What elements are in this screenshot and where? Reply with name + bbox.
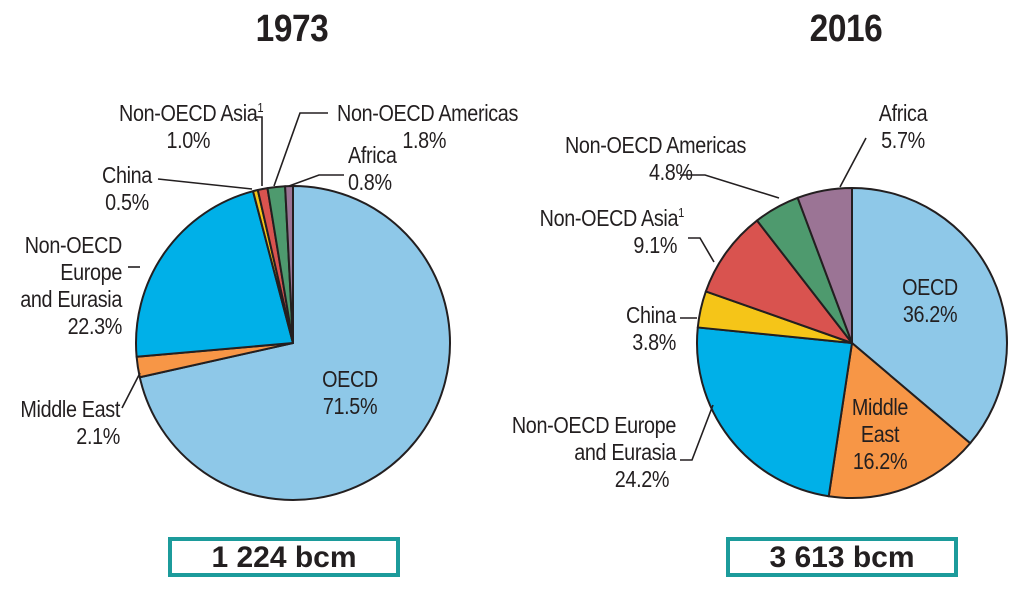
pie-label-1973-non-oecd-americas: Non-OECD Americas 1.8% bbox=[337, 100, 519, 153]
chart-title-2016: 2016 bbox=[809, 8, 883, 50]
pie-label-2016-middle-east: Middle East 16.2% bbox=[851, 394, 909, 474]
pie-label-1973-middle-east: Middle East 2.1% bbox=[20, 396, 121, 449]
pie-slice-1973-oecd bbox=[138, 185, 451, 501]
leader-line-1973-middle-east bbox=[121, 372, 141, 409]
leader-line-1973-non-oecd-asia bbox=[255, 116, 263, 186]
leader-line-1973-non-oecd-americas bbox=[273, 112, 328, 187]
leader-line-1973-china bbox=[157, 178, 253, 190]
pie-label-2016-non-oecd-americas: Non-OECD Americas 4.8% bbox=[564, 132, 746, 185]
pie-label-2016-china: China 3.8% bbox=[626, 302, 676, 355]
pie-slice-1973-non-oecd-europe-and-eurasia bbox=[135, 190, 294, 358]
pie-label-2016-non-oecd-asia: Non-OECD Asia1 9.1% bbox=[539, 205, 685, 258]
pie-label-2016-oecd: OECD 36.2% bbox=[902, 274, 958, 327]
pie-label-1973-africa: Africa 0.8% bbox=[348, 142, 397, 195]
pie-slice-2016-middle-east bbox=[827, 342, 972, 499]
leader-line-2016-africa bbox=[839, 137, 867, 188]
pie-chart-1973 bbox=[135, 185, 451, 501]
pie-chart-2016 bbox=[696, 187, 1008, 499]
pie-label-1973-china: China 0.5% bbox=[102, 162, 152, 215]
pie-slice-2016-africa bbox=[796, 187, 853, 344]
leader-line-2016-non-oecd-americas bbox=[680, 174, 780, 199]
leader-lines bbox=[121, 112, 867, 461]
pie-label-1973-europe-eurasia: Non-OECD Europe and Eurasia 22.3% bbox=[20, 232, 123, 339]
pie-slice-2016-oecd bbox=[851, 187, 1008, 445]
pie-label-2016-africa: Africa 5.7% bbox=[878, 100, 928, 153]
leader-line-1973-africa bbox=[288, 174, 344, 187]
pie-label-2016-europe-eurasia: Non-OECD Europe and Eurasia 24.2% bbox=[511, 412, 676, 492]
chart-title-1973: 1973 bbox=[255, 8, 329, 50]
pie-label-1973-oecd: OECD 71.5% bbox=[322, 366, 378, 419]
pie-slice-2016-non-oecd-asia bbox=[704, 219, 853, 344]
total-box-1973: 1 224 bcm bbox=[168, 537, 400, 577]
leader-line-2016-europe-eurasia bbox=[680, 404, 714, 461]
pie-label-1973-non-oecd-asia: Non-OECD Asia1 1.0% bbox=[119, 100, 264, 153]
total-box-2016: 3 613 bcm bbox=[726, 537, 958, 577]
leader-line-2016-non-oecd-asia bbox=[688, 237, 715, 263]
pie-slice-2016-non-oecd-europe-and-eurasia bbox=[696, 326, 853, 498]
